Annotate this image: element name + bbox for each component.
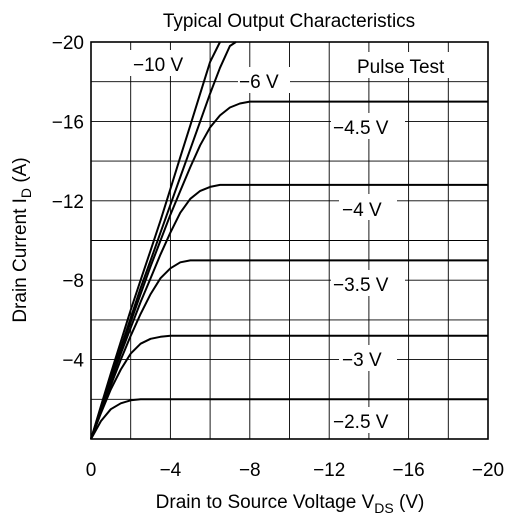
x-tick-label: −16 <box>392 460 424 481</box>
x-tick-label: −8 <box>239 460 261 481</box>
label-bg-4v <box>339 194 397 220</box>
curve-label-4v: −4 V <box>342 200 382 221</box>
curve-label-3-5v: −3.5 V <box>333 275 389 296</box>
annotation-bg <box>352 52 477 78</box>
y-tick-labels: −4 −8 −12 −16 −20 <box>52 33 85 372</box>
x-axis-label: Drain to Source Voltage VDS (V) <box>156 492 425 516</box>
curve-series-2 <box>90 100 488 440</box>
label-bg-2-5v <box>331 407 405 433</box>
label-bg-4-5v <box>331 113 405 139</box>
label-bg-3v <box>339 345 397 371</box>
curve-series-3 <box>90 183 488 440</box>
x-tick-label: −20 <box>472 460 504 481</box>
y-tick-label: −4 <box>62 351 84 372</box>
pulse-test-annotation: Pulse Test <box>357 57 445 78</box>
label-bg-10v <box>129 50 201 76</box>
x-tick-label: −4 <box>160 460 182 481</box>
curves <box>90 41 488 440</box>
curve-series-6 <box>90 398 488 440</box>
curve-label-6v: −6 V <box>239 72 279 93</box>
curve-label-3v: −3 V <box>342 350 382 371</box>
curve-label-4-5v: −4.5 V <box>333 118 389 139</box>
label-bg-6v <box>238 67 290 93</box>
chart-title: Typical Output Characteristics <box>163 11 415 32</box>
y-tick-label: −8 <box>62 271 84 292</box>
curve-series-0 <box>90 41 221 440</box>
x-tick-label: 0 <box>86 460 97 481</box>
x-tick-label: −12 <box>313 460 345 481</box>
y-tick-label: −20 <box>52 33 84 54</box>
y-axis-label: Drain Current ID (A) <box>10 157 34 322</box>
curve-series-5 <box>90 334 488 440</box>
curve-label-10v: −10 V <box>133 55 184 76</box>
curve-series-4 <box>90 259 488 440</box>
label-bg-3-5v <box>331 270 405 296</box>
y-tick-label: −12 <box>52 192 84 213</box>
y-tick-label: −16 <box>52 112 84 133</box>
curve-label-2-5v: −2.5 V <box>333 412 389 433</box>
plot-frame <box>90 41 489 440</box>
x-tick-labels: 0 −4 −8 −12 −16 −20 <box>86 460 504 481</box>
